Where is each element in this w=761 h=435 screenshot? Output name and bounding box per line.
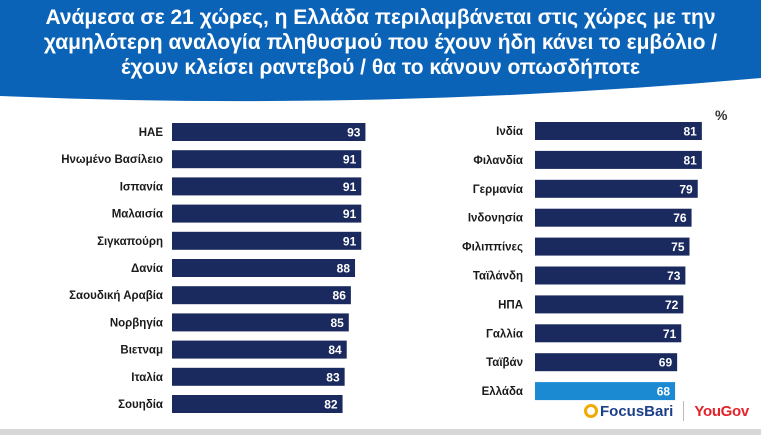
bar-value-label: 91 [343,207,357,221]
category-label: Φιλανδία [473,155,523,167]
title-line-1: Ανάμεσα σε 21 χώρες, η Ελλάδα περιλαμβάν… [45,6,716,29]
logo-area: FocusBari YouGov [584,398,749,424]
bar [172,150,362,169]
bar-value-label: 82 [324,398,338,412]
bar-value-label: 79 [679,182,693,196]
bar [172,340,347,359]
bar [535,179,698,198]
bar-value-label: 84 [328,343,342,357]
bar [535,150,702,169]
category-label: Ινδονησία [468,213,523,225]
logo-divider [683,401,685,421]
bar-value-label: 91 [343,153,357,167]
bar [172,123,366,141]
category-label: Ταϊβάν [486,357,523,369]
bar-value-label: 81 [684,125,698,139]
header-background [0,0,761,102]
bar [535,237,690,256]
category-label: Γερμανία [473,184,523,196]
chart-title: Ανάμεσα σε 21 χώρες, η Ελλάδα περιλαμβάν… [0,5,761,80]
bar [535,122,702,140]
category-label: ΗΠΑ [498,299,523,311]
bar [172,313,349,332]
focusbari-ring-icon [584,404,598,418]
bar-highlight [535,382,676,401]
bar [535,295,684,314]
bar [535,353,678,372]
category-label: Ινδία [496,126,523,138]
unit-label: % [715,107,728,123]
bar [535,324,682,343]
category-label: Ηνωμένο Βασίλειο [61,154,163,166]
category-label: Γαλλία [486,328,523,340]
focusbari-logo-text: FocusBari [600,402,674,420]
bar [172,286,351,305]
bar-value-label: 72 [665,298,679,312]
category-label: Νορβηγία [110,317,163,329]
bar-value-label: 86 [333,289,347,303]
bar-value-label: 73 [667,269,681,283]
bar-value-label: 81 [684,153,698,167]
bar [172,204,362,223]
bar-value-label: 91 [343,180,357,194]
bar [535,266,686,285]
category-label: Ιταλία [131,372,163,384]
category-label: Σουηδία [118,399,163,411]
bar-value-label: 75 [671,240,685,254]
bar-value-label: 69 [659,356,673,370]
title-line-3: έχουν κλείσει ραντεβού / θα το κάνουν οπ… [120,56,641,79]
header-banner: Ανάμεσα σε 21 χώρες, η Ελλάδα περιλαμβάν… [0,0,761,106]
bar-value-label: 71 [663,327,677,341]
category-label: ΗΑΕ [139,127,164,139]
category-label: Σιγκαπούρη [97,236,163,248]
category-label: Δανία [131,263,163,275]
category-label: Ισπανία [120,181,163,193]
category-label: Φιλιππίνες [462,242,523,254]
category-label: Σαουδική Αραβία [69,290,163,302]
bar [535,208,692,227]
bar-value-label: 68 [657,385,671,399]
bar-value-label: 76 [673,211,687,225]
category-label: Μαλαισία [112,209,163,221]
bar [172,177,362,196]
category-label: Ελλάδα [482,386,523,398]
bar [172,231,362,250]
focusbari-logo: FocusBari [584,403,673,420]
yougov-logo: YouGov [694,402,749,420]
bar [172,395,343,413]
bar-value-label: 83 [326,370,340,384]
category-label: Βιετναμ [120,345,163,357]
bar-value-label: 91 [343,234,357,248]
category-label: Ταϊλάνδη [473,271,523,283]
bar [172,259,356,277]
bar-value-label: 85 [330,316,344,330]
bar-value-label: 88 [337,262,351,276]
bottom-strip [0,429,761,435]
bar-value-label: 93 [347,126,361,140]
bar [172,367,345,386]
title-line-2: χαμηλότερη αναλογία πληθυσμού που έχουν … [43,31,718,54]
